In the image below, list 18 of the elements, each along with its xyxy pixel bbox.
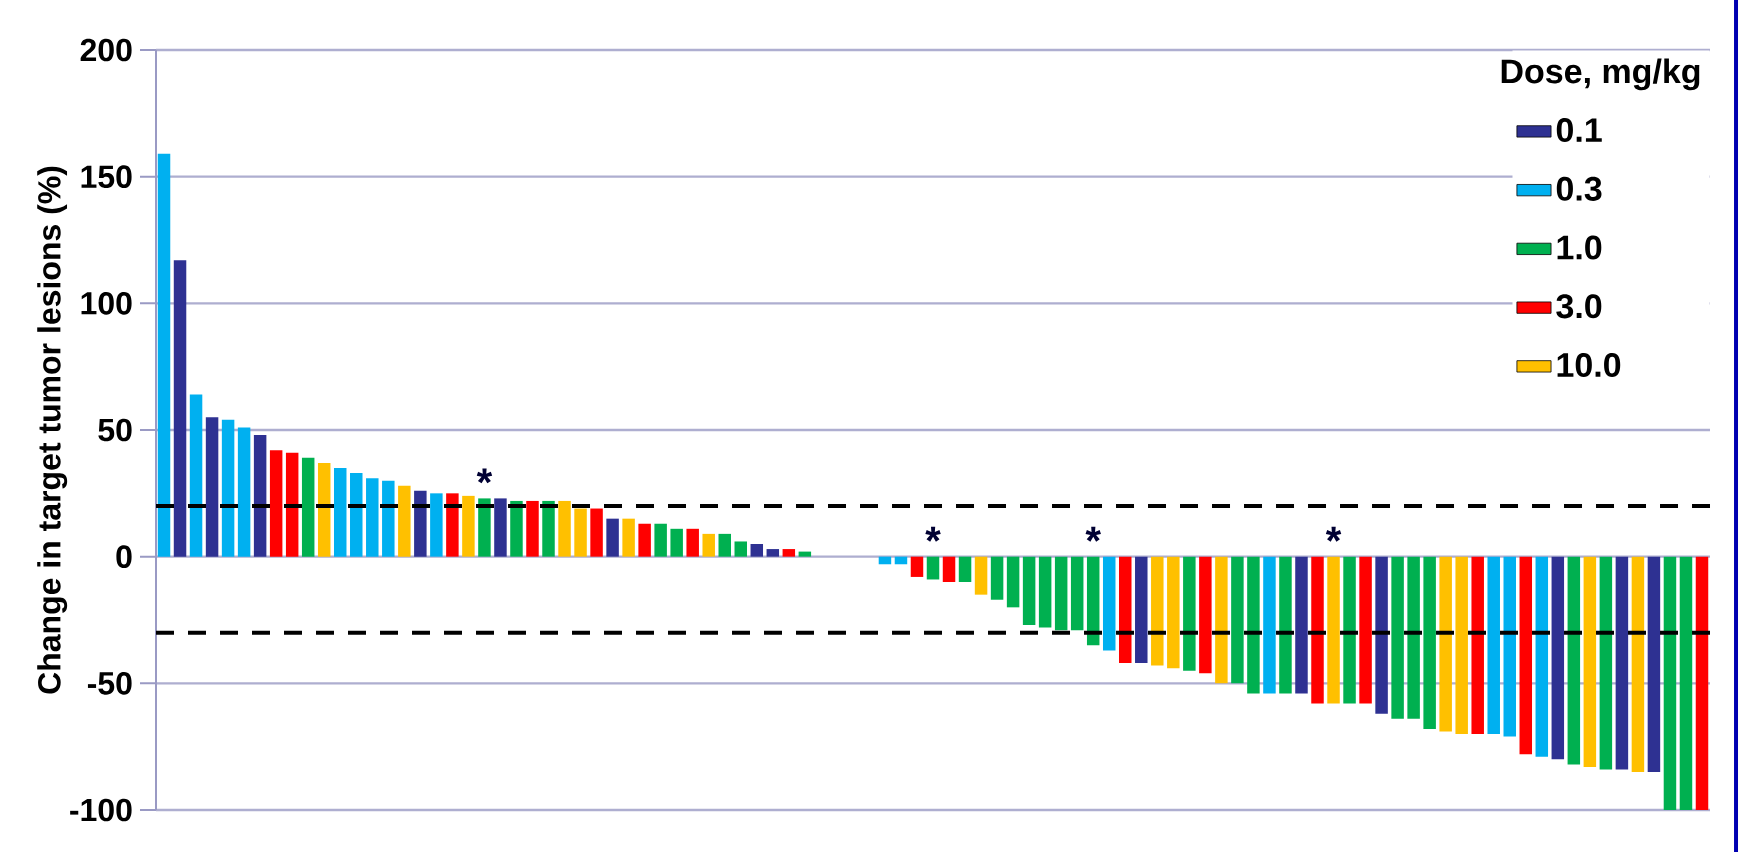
legend-label: 1.0 xyxy=(1557,235,1602,260)
legend-title: Dose, mg/kg xyxy=(1501,58,1700,91)
data-label: * xyxy=(1325,526,1342,542)
y-tick-label: -100 xyxy=(70,798,132,822)
data-label: * xyxy=(476,468,493,484)
data-label: * xyxy=(925,526,941,542)
legend-label: 0.1 xyxy=(1556,118,1602,143)
y-tick-label: 100 xyxy=(81,292,132,315)
y-tick-label: 50 xyxy=(98,418,132,442)
legend-label: 3.0 xyxy=(1556,294,1602,319)
y-tick-label: 150 xyxy=(81,165,132,188)
data-label: * xyxy=(1085,526,1101,542)
y-tick-label: -50 xyxy=(87,672,132,695)
y-tick-label: 200 xyxy=(80,38,132,62)
y-axis-title: Change in target tumor lesions (%) xyxy=(37,166,68,694)
legend-label: 0.3 xyxy=(1556,176,1602,201)
y-tick-label: 0 xyxy=(116,545,132,568)
legend-label: 10.0 xyxy=(1557,352,1621,378)
